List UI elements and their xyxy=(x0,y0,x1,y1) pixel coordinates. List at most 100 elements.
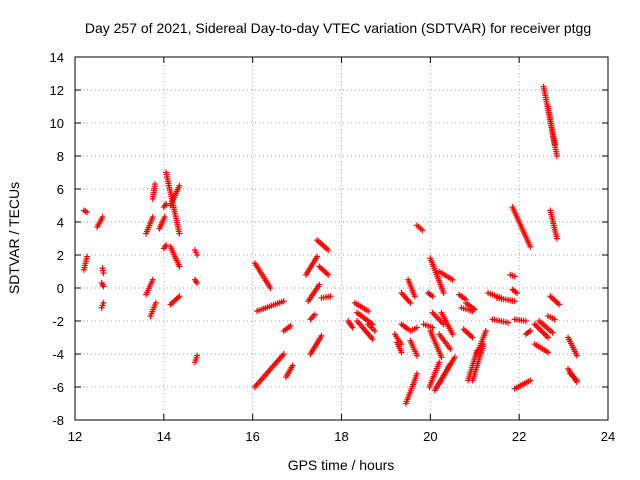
data-point xyxy=(267,285,274,291)
data-point xyxy=(173,296,180,302)
data-point xyxy=(316,281,323,288)
data-point xyxy=(545,334,552,341)
data-point xyxy=(287,322,294,329)
data-point xyxy=(511,273,518,280)
data-point xyxy=(83,253,90,260)
data-point xyxy=(100,283,107,290)
data-point xyxy=(194,252,201,258)
data-point xyxy=(398,349,405,356)
data-point xyxy=(151,181,158,188)
data-point xyxy=(163,242,170,249)
data-point xyxy=(171,297,178,304)
data-point xyxy=(429,293,436,300)
data-point xyxy=(369,336,376,343)
data-point xyxy=(513,289,520,296)
data-point xyxy=(551,297,558,304)
data-point xyxy=(176,230,183,237)
data-point xyxy=(447,360,454,367)
x-tick-label: 14 xyxy=(157,429,171,444)
x-tick-label: 22 xyxy=(512,429,526,444)
data-point xyxy=(511,298,518,305)
data-point xyxy=(533,322,540,329)
x-tick-label: 18 xyxy=(334,429,348,444)
data-point xyxy=(280,351,287,357)
data-point xyxy=(176,293,183,300)
x-axis-label: GPS time / hours xyxy=(288,457,395,473)
data-point xyxy=(447,346,454,353)
data-point xyxy=(553,298,560,305)
data-point xyxy=(414,352,421,359)
data-point xyxy=(545,349,552,356)
data-point xyxy=(325,271,332,278)
data-point xyxy=(317,264,324,271)
data-point xyxy=(573,352,580,359)
data-point xyxy=(325,247,332,254)
chart-title: Day 257 of 2021, Sidereal Day-to-day VTE… xyxy=(85,20,591,36)
data-point xyxy=(551,316,558,323)
y-tick-label: -8 xyxy=(52,413,64,428)
y-tick-label: 6 xyxy=(57,182,64,197)
data-point xyxy=(152,299,159,306)
data-point xyxy=(449,276,456,283)
data-point xyxy=(194,352,201,359)
x-tick-label: 16 xyxy=(245,429,259,444)
data-point xyxy=(531,321,538,328)
data-point xyxy=(414,324,421,331)
x-tick-label: 24 xyxy=(601,429,615,444)
data-point xyxy=(527,243,534,250)
x-tick-label: 12 xyxy=(68,429,82,444)
data-point xyxy=(316,263,323,270)
data-point xyxy=(469,334,476,341)
data-point xyxy=(320,267,327,274)
data-point xyxy=(543,333,550,340)
data-point xyxy=(522,318,529,324)
y-tick-label: -6 xyxy=(52,380,64,395)
data-point xyxy=(280,298,287,305)
data-point xyxy=(168,300,175,307)
data-point xyxy=(322,269,329,276)
data-point xyxy=(314,253,321,260)
data-point xyxy=(174,294,181,301)
data-point xyxy=(471,306,478,313)
data-point xyxy=(553,153,560,159)
data-point xyxy=(505,319,512,326)
data-point xyxy=(429,324,436,331)
data-point xyxy=(170,298,177,305)
data-point xyxy=(548,294,555,301)
data-point xyxy=(527,377,534,384)
data-point xyxy=(419,227,426,234)
data-point xyxy=(100,299,107,306)
data-point xyxy=(371,327,378,334)
data-point xyxy=(407,299,414,306)
data-point xyxy=(411,293,418,300)
data-point xyxy=(163,200,170,207)
data-point xyxy=(318,332,325,339)
data-point xyxy=(449,331,456,338)
data-point xyxy=(549,329,556,336)
data-point xyxy=(482,327,489,334)
data-point xyxy=(536,325,543,332)
data-point xyxy=(438,354,445,361)
data-point xyxy=(436,359,443,366)
data-point xyxy=(462,327,469,334)
data-points xyxy=(80,83,580,407)
y-tick-label: -4 xyxy=(52,347,64,362)
data-point xyxy=(83,209,90,216)
data-point xyxy=(349,324,356,331)
data-point xyxy=(161,214,168,221)
data-point xyxy=(176,263,183,270)
data-point xyxy=(553,235,560,242)
data-point xyxy=(319,266,326,273)
data-point xyxy=(466,331,473,338)
y-tick-label: 8 xyxy=(57,149,64,164)
data-point xyxy=(527,327,534,334)
data-point xyxy=(149,276,156,283)
data-point xyxy=(99,214,106,221)
data-point xyxy=(194,280,201,287)
y-tick-label: -2 xyxy=(52,314,64,329)
data-point xyxy=(149,214,156,221)
data-point xyxy=(323,270,330,277)
data-point xyxy=(414,370,421,377)
